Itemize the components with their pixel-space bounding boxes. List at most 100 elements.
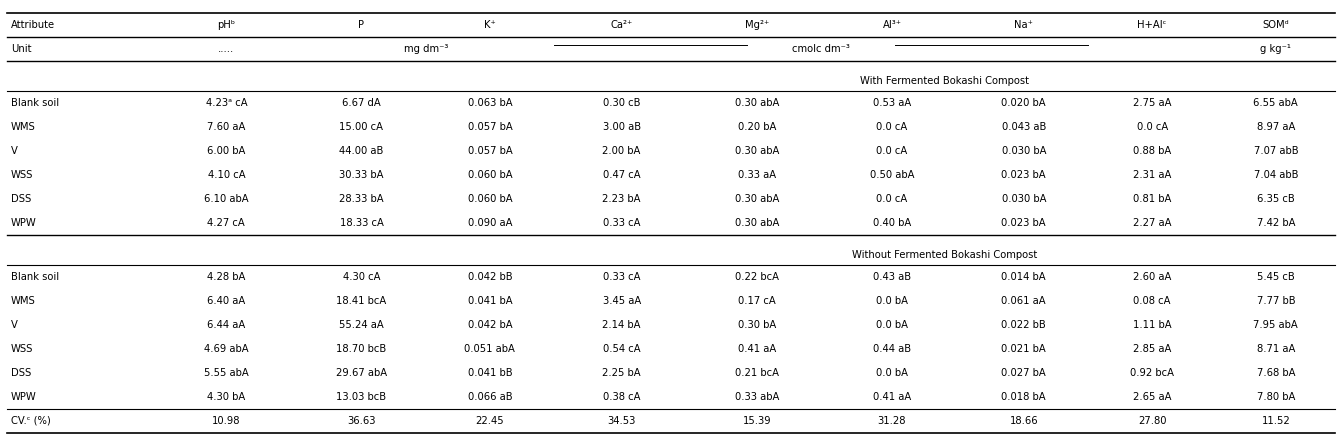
Text: 3.00 aB: 3.00 aB	[602, 122, 641, 132]
Text: mg dm⁻³: mg dm⁻³	[404, 44, 448, 54]
Text: 4.23ᵃ cA: 4.23ᵃ cA	[206, 98, 248, 108]
Text: 0.060 bA: 0.060 bA	[467, 170, 512, 180]
Text: 0.0 bA: 0.0 bA	[876, 296, 909, 306]
Text: 0.066 aB: 0.066 aB	[467, 392, 512, 402]
Text: Blank soil: Blank soil	[11, 272, 59, 282]
Text: 0.041 bA: 0.041 bA	[467, 296, 512, 306]
Text: 0.021 bA: 0.021 bA	[1001, 344, 1046, 354]
Text: 2.23 bA: 2.23 bA	[602, 194, 641, 204]
Text: 2.31 aA: 2.31 aA	[1133, 170, 1171, 180]
Text: 2.27 aA: 2.27 aA	[1133, 218, 1172, 228]
Text: 0.50 abA: 0.50 abA	[870, 170, 914, 180]
Text: 0.061 aA: 0.061 aA	[1001, 296, 1046, 306]
Text: 0.30 abA: 0.30 abA	[735, 194, 779, 204]
Text: 0.041 bB: 0.041 bB	[467, 368, 512, 378]
Text: Unit: Unit	[11, 44, 31, 54]
Text: 34.53: 34.53	[607, 416, 636, 425]
Text: 7.07 abB: 7.07 abB	[1254, 146, 1298, 156]
Text: DSS: DSS	[11, 194, 31, 204]
Text: 18.66: 18.66	[1009, 416, 1038, 425]
Text: 0.0 cA: 0.0 cA	[876, 146, 907, 156]
Text: 2.00 bA: 2.00 bA	[602, 146, 641, 156]
Text: 0.030 bA: 0.030 bA	[1002, 146, 1046, 156]
Text: 0.33 cA: 0.33 cA	[603, 272, 641, 282]
Text: g kg⁻¹: g kg⁻¹	[1260, 44, 1291, 54]
Text: 0.43 aB: 0.43 aB	[872, 272, 911, 282]
Text: 0.022 bB: 0.022 bB	[1001, 320, 1046, 330]
Text: 7.95 abA: 7.95 abA	[1254, 320, 1298, 330]
Text: 18.41 bcA: 18.41 bcA	[336, 296, 387, 306]
Text: 7.04 abB: 7.04 abB	[1254, 170, 1298, 180]
Text: 0.043 aB: 0.043 aB	[1002, 122, 1046, 132]
Text: 0.020 bA: 0.020 bA	[1001, 98, 1046, 108]
Text: 36.63: 36.63	[348, 416, 376, 425]
Text: 55.24 aA: 55.24 aA	[339, 320, 384, 330]
Text: 0.051 abA: 0.051 abA	[464, 344, 515, 354]
Text: 0.30 abA: 0.30 abA	[735, 146, 779, 156]
Text: 7.42 bA: 7.42 bA	[1256, 218, 1295, 228]
Text: 15.00 cA: 15.00 cA	[340, 122, 384, 132]
Text: 4.27 cA: 4.27 cA	[207, 218, 245, 228]
Text: 0.17 cA: 0.17 cA	[739, 296, 776, 306]
Text: 6.44 aA: 6.44 aA	[207, 320, 245, 330]
Text: 2.75 aA: 2.75 aA	[1133, 98, 1172, 108]
Text: WMS: WMS	[11, 296, 35, 306]
Text: 6.35 cB: 6.35 cB	[1256, 194, 1295, 204]
Text: 0.41 aA: 0.41 aA	[737, 344, 776, 354]
Text: 2.65 aA: 2.65 aA	[1133, 392, 1172, 402]
Text: 0.090 aA: 0.090 aA	[468, 218, 512, 228]
Text: 0.023 bA: 0.023 bA	[1001, 170, 1046, 180]
Text: 0.33 abA: 0.33 abA	[735, 392, 779, 402]
Text: H+Alᶜ: H+Alᶜ	[1137, 21, 1167, 30]
Text: 0.92 bcA: 0.92 bcA	[1131, 368, 1175, 378]
Text: WMS: WMS	[11, 122, 35, 132]
Text: K⁺: K⁺	[484, 21, 496, 30]
Text: 0.0 bA: 0.0 bA	[876, 368, 909, 378]
Text: 0.41 aA: 0.41 aA	[872, 392, 911, 402]
Text: 6.67 dA: 6.67 dA	[343, 98, 381, 108]
Text: 4.10 cA: 4.10 cA	[207, 170, 245, 180]
Text: 0.33 cA: 0.33 cA	[603, 218, 641, 228]
Text: 0.014 bA: 0.014 bA	[1001, 272, 1046, 282]
Text: 0.060 bA: 0.060 bA	[467, 194, 512, 204]
Text: DSS: DSS	[11, 368, 31, 378]
Text: 18.33 cA: 18.33 cA	[340, 218, 384, 228]
Text: 0.30 bA: 0.30 bA	[737, 320, 776, 330]
Text: 0.30 abA: 0.30 abA	[735, 218, 779, 228]
Text: 0.44 aB: 0.44 aB	[872, 344, 911, 354]
Text: pHᵇ: pHᵇ	[217, 21, 235, 30]
Text: 0.0 bA: 0.0 bA	[876, 320, 909, 330]
Text: WPW: WPW	[11, 218, 36, 228]
Text: 7.77 bB: 7.77 bB	[1256, 296, 1295, 306]
Text: 0.0 cA: 0.0 cA	[876, 122, 907, 132]
Text: 2.85 aA: 2.85 aA	[1133, 344, 1171, 354]
Text: 4.30 cA: 4.30 cA	[343, 272, 380, 282]
Text: 11.52: 11.52	[1262, 416, 1290, 425]
Text: 6.00 bA: 6.00 bA	[207, 146, 245, 156]
Text: 13.03 bcB: 13.03 bcB	[336, 392, 387, 402]
Text: SOMᵈ: SOMᵈ	[1263, 21, 1290, 30]
Text: 2.14 bA: 2.14 bA	[602, 320, 641, 330]
Text: WSS: WSS	[11, 170, 33, 180]
Text: V: V	[11, 320, 17, 330]
Text: Mg²⁺: Mg²⁺	[745, 21, 769, 30]
Text: .....: .....	[218, 44, 234, 54]
Text: 0.030 bA: 0.030 bA	[1002, 194, 1046, 204]
Text: 4.30 bA: 4.30 bA	[207, 392, 245, 402]
Text: 0.88 bA: 0.88 bA	[1133, 146, 1171, 156]
Text: 0.20 bA: 0.20 bA	[737, 122, 776, 132]
Text: 0.21 bcA: 0.21 bcA	[735, 368, 779, 378]
Text: 29.67 abA: 29.67 abA	[336, 368, 387, 378]
Text: 10.98: 10.98	[213, 416, 241, 425]
Text: 28.33 bA: 28.33 bA	[339, 194, 384, 204]
Text: 0.81 bA: 0.81 bA	[1133, 194, 1171, 204]
Text: Na⁺: Na⁺	[1014, 21, 1033, 30]
Text: 0.042 bA: 0.042 bA	[467, 320, 512, 330]
Text: 31.28: 31.28	[878, 416, 906, 425]
Text: 0.30 cB: 0.30 cB	[603, 98, 641, 108]
Text: V: V	[11, 146, 17, 156]
Text: WPW: WPW	[11, 392, 36, 402]
Text: 2.25 bA: 2.25 bA	[602, 368, 641, 378]
Text: 0.47 cA: 0.47 cA	[603, 170, 641, 180]
Text: 8.97 aA: 8.97 aA	[1256, 122, 1295, 132]
